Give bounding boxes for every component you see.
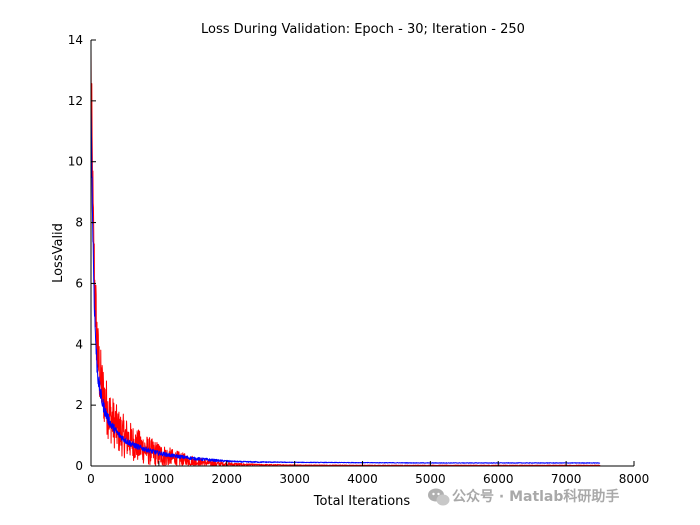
axes (90, 40, 634, 467)
x-axis-ticks: 0 1000 2000 3000 4000 5000 6000 7000 8000 (87, 461, 649, 486)
wechat-icon (428, 488, 450, 506)
plot-area (90, 49, 601, 467)
series-line-2 (90, 106, 601, 464)
x-tick-label: 7000 (551, 472, 582, 486)
y-tick-label: 2 (75, 398, 83, 412)
series-line-1 (90, 49, 601, 467)
x-tick-label: 4000 (347, 472, 378, 486)
y-tick-label: 12 (68, 94, 83, 108)
x-tick-label: 6000 (483, 472, 514, 486)
x-tick-label: 8000 (619, 472, 650, 486)
x-tick-label: 3000 (279, 472, 310, 486)
x-tick-label: 5000 (415, 472, 446, 486)
x-tick-label: 2000 (211, 472, 242, 486)
y-tick-label: 10 (68, 155, 83, 169)
x-axis-label: Total Iterations (313, 494, 411, 509)
y-tick-label: 0 (75, 459, 83, 473)
x-tick-label: 0 (87, 472, 95, 486)
y-axis-label: LossValid (51, 223, 66, 283)
y-tick-label: 4 (75, 337, 83, 351)
chart-title: Loss During Validation: Epoch - 30; Iter… (201, 22, 525, 37)
watermark-text: 公众号 · Matlab科研助手 (452, 488, 619, 505)
x-tick-label: 1000 (144, 472, 175, 486)
y-tick-label: 6 (75, 276, 83, 290)
watermark: 公众号 · Matlab科研助手 (428, 488, 619, 506)
y-tick-label: 14 (68, 33, 83, 47)
y-axis-ticks: 0 2 4 6 8 10 12 14 (68, 33, 96, 473)
y-tick-label: 8 (75, 216, 83, 230)
